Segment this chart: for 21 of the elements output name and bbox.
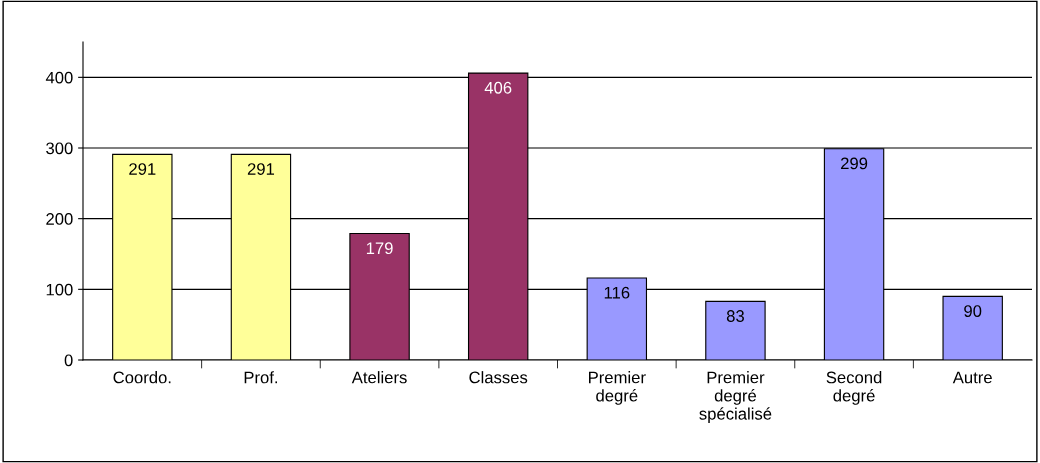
data-label: 90 (964, 305, 982, 317)
y-tick-label: 200 (46, 213, 73, 225)
data-label: 406 (484, 81, 512, 94)
data-label: 83 (726, 310, 744, 322)
y-tick-label: 0 (64, 354, 73, 367)
y-tick-label: 100 (46, 283, 73, 296)
x-tick-label: Prof. (244, 371, 278, 384)
x-tick-label: Second degré (826, 371, 882, 405)
data-label: 291 (247, 163, 275, 175)
x-tick-label: Premier degré (589, 371, 646, 405)
data-label: 179 (366, 242, 393, 255)
x-tick-label: Ateliers (351, 371, 407, 384)
y-tick-label: 400 (45, 71, 73, 84)
x-tick-label: Classes (469, 371, 528, 384)
data-label: 299 (841, 157, 868, 170)
x-tick-label: Coordo. (113, 371, 171, 384)
x-tick-label: Premier degré spécialisé (699, 371, 772, 424)
x-tick-label: Autre (952, 371, 992, 384)
data-label: 291 (129, 163, 156, 175)
data-label: 116 (604, 286, 630, 299)
y-tick-label: 300 (46, 142, 73, 155)
